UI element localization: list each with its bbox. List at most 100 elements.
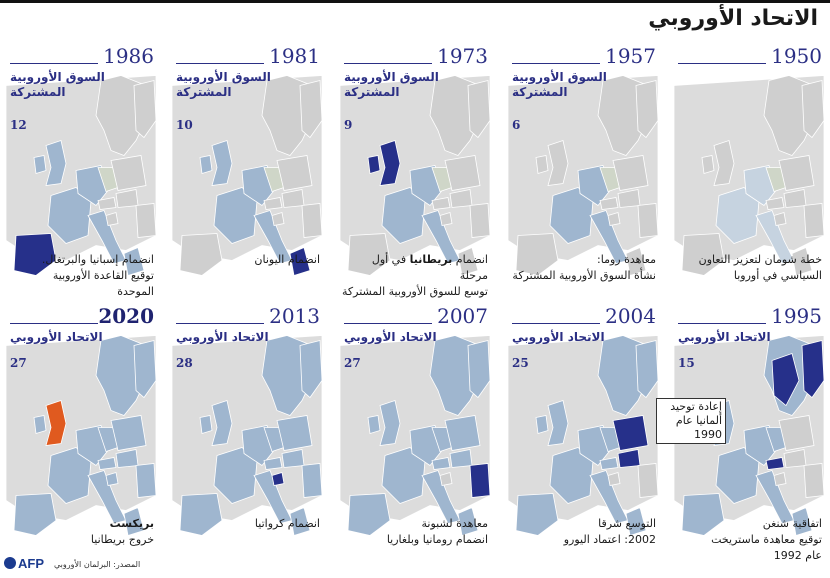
timeline-panel-2020: 2020 الاتحاد الأوروبي 27 بريكست خروج بريطاني… [6, 304, 156, 559]
iberia [179, 493, 223, 536]
ireland [199, 155, 213, 175]
romania-bulgaria [469, 463, 490, 498]
year-label: 1981 [269, 44, 320, 68]
romania-bulgaria [803, 463, 824, 498]
austria [765, 197, 785, 210]
croatia [271, 471, 285, 486]
bloc-label: السوق الأوروبية المشتركة [512, 70, 607, 99]
ireland [367, 415, 381, 435]
callout-line-1: إعادة توحيد [670, 400, 722, 413]
uk [379, 399, 401, 446]
germany [75, 165, 109, 207]
greece [289, 506, 311, 537]
year-rule [176, 63, 264, 64]
iberia [13, 493, 57, 536]
greece [625, 506, 647, 537]
croatia [271, 211, 285, 226]
page-title: الاتحاد الأوروبي [648, 6, 818, 31]
europe-map [172, 335, 322, 537]
france [549, 447, 594, 504]
iberia [347, 493, 391, 536]
greece [457, 246, 479, 277]
iberia [13, 233, 57, 276]
bloc-label: السوق الأوروبية المشتركة [176, 70, 271, 99]
year-row: 1950 [674, 44, 824, 70]
year-label: 1950 [771, 44, 822, 68]
timeline-panel-2007: 2007 الاتحاد الأوروبي 27 معاهدة لشبونة انضما… [340, 304, 490, 559]
germany [577, 425, 611, 467]
poland [612, 415, 649, 451]
year-row: 1981 [172, 44, 322, 70]
finland [635, 339, 658, 399]
year-label: 2013 [269, 304, 320, 328]
caption: انضمام اليونان [174, 252, 320, 268]
austria [599, 457, 619, 470]
caption-line: عام 1992 [773, 549, 822, 562]
caption-line: السياسي في أوروبا [733, 269, 822, 282]
croatia [607, 211, 621, 226]
france [213, 187, 258, 244]
year-row: 2007 [340, 304, 490, 330]
croatia [105, 211, 119, 226]
croatia [773, 471, 787, 486]
year-rule [176, 323, 264, 324]
uk [547, 399, 569, 446]
germany [743, 165, 777, 207]
year-rule [344, 323, 432, 324]
caption-line: توقيع معاهدة ماستريخت [711, 533, 822, 546]
ireland [535, 155, 549, 175]
romania-bulgaria [135, 203, 156, 238]
year-rule [10, 323, 98, 324]
timeline-panel-1950: 1950 خطة شومان لتعزيز التعاون السياسي في أ… [674, 44, 824, 299]
iberia [681, 493, 725, 536]
member-count: 27 [10, 356, 27, 370]
member-count: 28 [176, 356, 193, 370]
caption-line: توسع للسوق الأوروبية المشتركة [342, 285, 488, 298]
timeline-panel-1986: 1986 السوق الأوروبية المشتركة 12 انضمام إسب… [6, 44, 156, 299]
caption-line: توقيع القاعدة الأوروبية [52, 269, 154, 282]
ireland [33, 155, 47, 175]
poland [276, 155, 313, 191]
ireland [33, 415, 47, 435]
caption-line: انضمام اليونان [254, 253, 320, 266]
finland [801, 339, 824, 399]
romania-bulgaria [637, 203, 658, 238]
ireland [367, 155, 381, 175]
poland [110, 415, 147, 451]
bloc-label: السوق الأوروبية المشتركة [10, 70, 105, 99]
romania-bulgaria [637, 463, 658, 498]
caption-line: 2002: اعتماد اليورو [563, 533, 656, 546]
afp-logo-icon [4, 557, 16, 569]
year-label: 2020 [98, 304, 154, 328]
bloc-label: الاتحاد الأوروبي [512, 330, 605, 344]
year-rule [678, 323, 766, 324]
poland [444, 155, 481, 191]
poland [276, 415, 313, 451]
caption: معاهدة روما: نشأة السوق الأوروبية المشترك… [510, 252, 656, 284]
caption-line: خروج بريطانيا [90, 533, 154, 546]
caption-line: انضمام إسبانيا والبرتغال. [41, 253, 154, 266]
top-rule [0, 0, 830, 3]
finland [299, 339, 322, 399]
poland [444, 415, 481, 451]
ireland [701, 155, 715, 175]
year-row: 2020 [6, 304, 156, 330]
europe-map [508, 335, 658, 537]
year-label: 1973 [437, 44, 488, 68]
greece [289, 246, 311, 277]
caption-line: انضمام كرواتيا [254, 517, 320, 530]
member-count: 9 [344, 118, 353, 132]
bloc-label: السوق الأوروبية المشتركة [344, 70, 439, 99]
germany [75, 425, 109, 467]
austria [97, 197, 117, 210]
year-row: 1986 [6, 44, 156, 70]
year-label: 2004 [605, 304, 656, 328]
poland [778, 415, 815, 451]
greece [625, 246, 647, 277]
europe-map [172, 75, 322, 277]
year-row: 1995 [674, 304, 824, 330]
year-rule [344, 63, 432, 64]
uk [45, 399, 67, 446]
greece [457, 506, 479, 537]
france [47, 447, 92, 504]
